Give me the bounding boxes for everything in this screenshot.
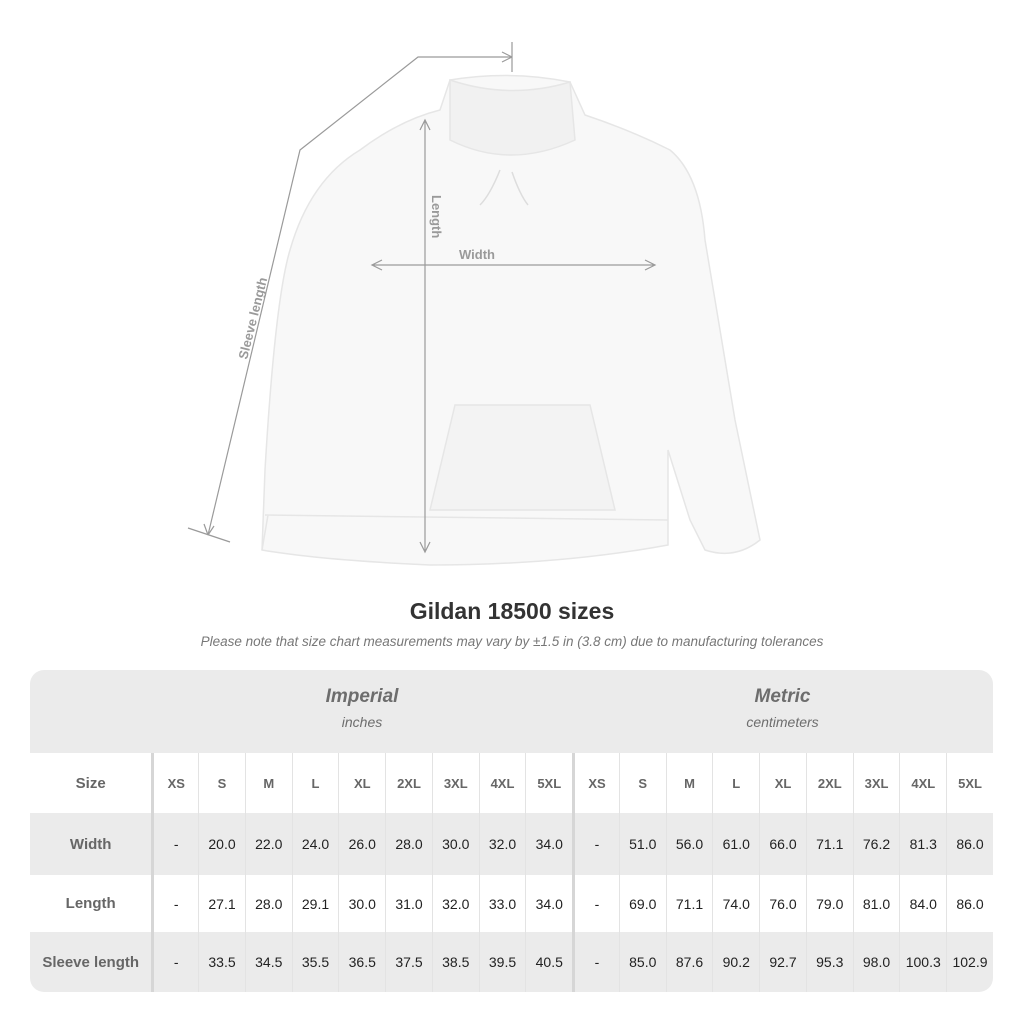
size-header-cell: 5XL xyxy=(525,753,572,813)
value-cell: 28.0 xyxy=(244,875,292,932)
value-cell: 76.0 xyxy=(759,875,806,932)
size-header-cell: M xyxy=(665,753,713,813)
value-cell: 33.0 xyxy=(478,875,526,932)
value-cell: 24.0 xyxy=(291,813,339,875)
row-label: Size xyxy=(75,774,106,792)
table-row: Width -20.0 22.0 24.0 26.0 28.0 30.0 32.0 34.0-5… xyxy=(30,813,993,875)
metric-group: Metric centimeters xyxy=(572,686,993,730)
value-cell: 86.0 xyxy=(946,813,993,875)
size-header-row: Size XS S M L XL 2XL 3XL 4XL 5XL XS S M L XL 2XL 3XL 4XL 5… xyxy=(30,753,993,813)
size-header-cell: L xyxy=(291,753,339,813)
value-cell: 28.0 xyxy=(385,813,432,875)
width-label: Width xyxy=(459,247,495,262)
size-header-cell: XS xyxy=(572,753,619,813)
table-row: Sleeve length -33.5 34.5 35.5 36.5 37.5 38.5 39… xyxy=(30,932,993,992)
value-cell: 35.5 xyxy=(291,932,339,992)
value-cell: 61.0 xyxy=(712,813,759,875)
size-header-cell: S xyxy=(618,753,666,813)
imperial-unit: inches xyxy=(341,714,383,730)
size-header-cell: M xyxy=(244,753,292,813)
metric-title: Metric xyxy=(754,686,811,707)
value-cell: 74.0 xyxy=(712,875,759,932)
value-cell: 34.0 xyxy=(525,875,572,932)
value-cell: 79.0 xyxy=(805,875,853,932)
metric-unit: centimeters xyxy=(746,714,819,730)
value-cell: 34.0 xyxy=(525,813,572,875)
measurement-lines xyxy=(187,42,657,554)
size-header-cell: 5XL xyxy=(946,753,993,813)
table-row: Length -27.1 28.0 29.1 30.0 31.0 32.0 33.0 34.0-… xyxy=(30,875,993,932)
value-cell: 71.1 xyxy=(665,875,713,932)
size-header-cell: XL xyxy=(759,753,806,813)
value-cell: 39.5 xyxy=(478,932,526,992)
value-cell: 30.0 xyxy=(431,813,479,875)
value-cell: 32.0 xyxy=(478,813,526,875)
page-title: Gildan 18500 sizes xyxy=(409,598,615,624)
value-cell: 84.0 xyxy=(899,875,946,932)
value-cell: 71.1 xyxy=(805,813,853,875)
value-cell: 98.0 xyxy=(852,932,900,992)
value-cell: - xyxy=(151,875,198,932)
tolerance-note: Please note that size chart measurements… xyxy=(200,634,824,649)
length-label: Length xyxy=(429,195,444,238)
size-header-cell: 4XL xyxy=(478,753,526,813)
value-cell: 90.2 xyxy=(712,932,759,992)
value-cell: 33.5 xyxy=(198,932,245,992)
value-cell: - xyxy=(572,932,619,992)
value-cell: 22.0 xyxy=(244,813,292,875)
value-cell: 36.5 xyxy=(338,932,385,992)
imperial-title: Imperial xyxy=(325,686,399,707)
row-label: Length xyxy=(65,895,116,912)
value-cell: 29.1 xyxy=(291,875,339,932)
hoodie-diagram: Sleeve length Length Width xyxy=(187,42,761,566)
value-cell: 92.7 xyxy=(759,932,806,992)
value-cell: 100.3 xyxy=(899,932,946,992)
value-cell: 37.5 xyxy=(385,932,432,992)
value-cell: 76.2 xyxy=(852,813,900,875)
value-cell: 102.9 xyxy=(946,932,993,992)
value-cell: - xyxy=(151,932,198,992)
size-table: Imperial inches Metric centimeters Size X… xyxy=(30,670,993,992)
sleeve-length-label: Sleeve length xyxy=(235,276,270,361)
value-cell: 85.0 xyxy=(618,932,666,992)
value-cell: 30.0 xyxy=(338,875,385,932)
imperial-group: Imperial inches xyxy=(152,686,572,730)
value-cell: 66.0 xyxy=(759,813,806,875)
value-cell: 27.1 xyxy=(198,875,245,932)
value-cell: 95.3 xyxy=(805,932,853,992)
value-cell: 31.0 xyxy=(385,875,432,932)
value-cell: 56.0 xyxy=(665,813,713,875)
size-header-cell: 3XL xyxy=(431,753,479,813)
value-cell: - xyxy=(151,813,198,875)
size-header-cell: L xyxy=(712,753,759,813)
size-header-cell: XS xyxy=(151,753,198,813)
value-cell: 51.0 xyxy=(618,813,666,875)
size-header-cell: 4XL xyxy=(899,753,946,813)
value-cell: 40.5 xyxy=(525,932,572,992)
size-header-cell: 2XL xyxy=(805,753,853,813)
size-header-cell: S xyxy=(198,753,245,813)
size-header-cell: XL xyxy=(338,753,385,813)
value-cell: 20.0 xyxy=(198,813,245,875)
unit-header: Imperial inches Metric centimeters xyxy=(30,670,993,753)
size-header-cell: 2XL xyxy=(385,753,432,813)
value-cell: 87.6 xyxy=(665,932,713,992)
value-cell: 86.0 xyxy=(946,875,993,932)
hoodie-illustration xyxy=(261,74,761,566)
value-cell: - xyxy=(572,813,619,875)
value-cell: 38.5 xyxy=(431,932,479,992)
value-cell: 81.0 xyxy=(852,875,900,932)
value-cell: 81.3 xyxy=(899,813,946,875)
row-label: Width xyxy=(69,835,112,853)
value-cell: 69.0 xyxy=(618,875,666,932)
value-cell: 26.0 xyxy=(338,813,385,875)
size-header-cell: 3XL xyxy=(852,753,900,813)
row-label: Sleeve length xyxy=(42,953,140,971)
value-cell: 34.5 xyxy=(244,932,292,992)
value-cell: 32.0 xyxy=(431,875,479,932)
value-cell: - xyxy=(572,875,619,932)
